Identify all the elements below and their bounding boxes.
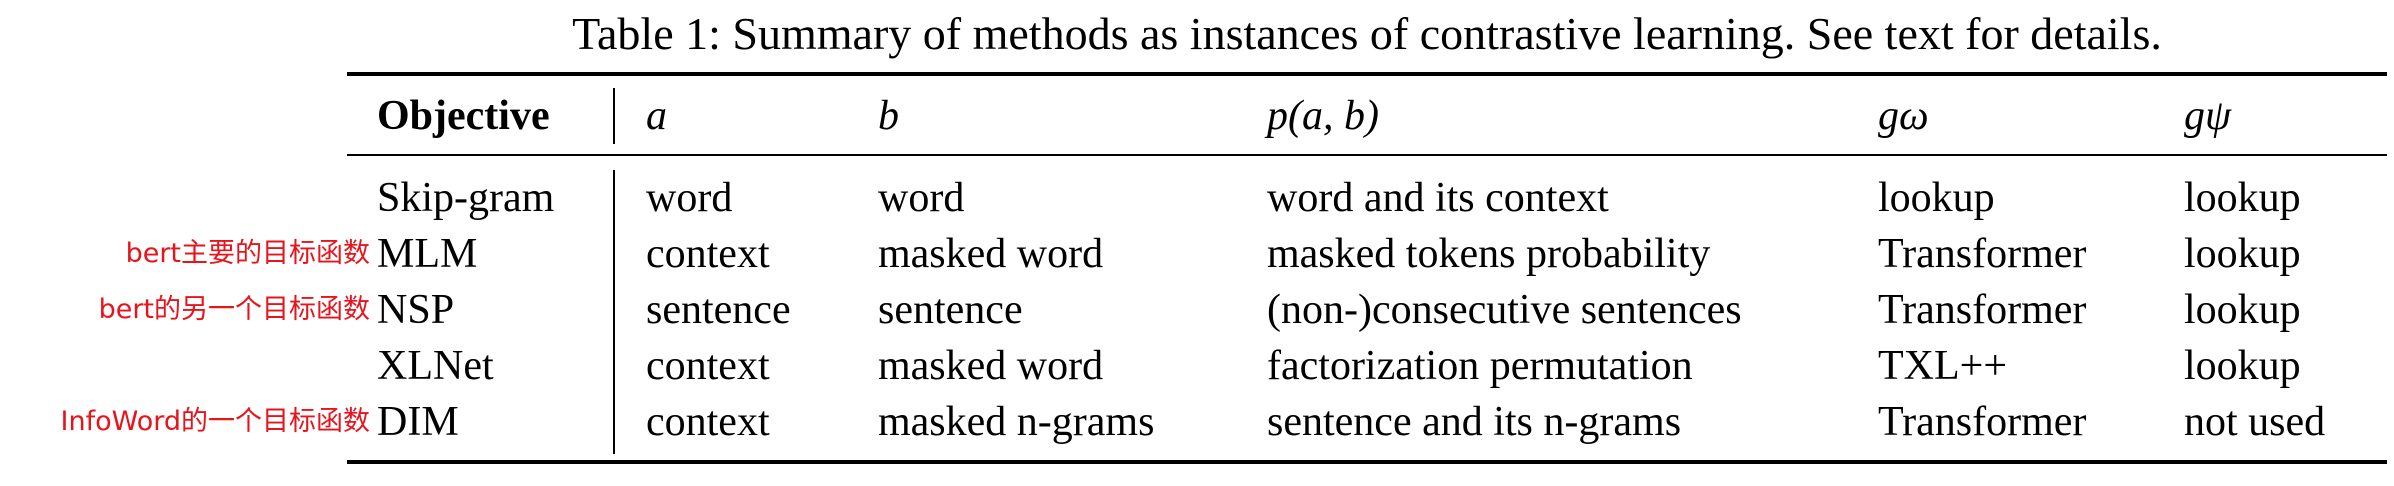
top-rule xyxy=(347,72,2387,76)
cell-g-omega: Transformer xyxy=(1878,231,2087,277)
cell-g-omega: Transformer xyxy=(1878,287,2087,333)
table-caption: Table 1: Summary of methods as instances… xyxy=(572,8,2162,59)
header-a: a xyxy=(646,93,667,139)
cell-g-psi: lookup xyxy=(2184,287,2301,333)
cell-p: factorization permutation xyxy=(1267,343,1693,389)
cell-b: sentence xyxy=(878,287,1023,333)
cell-g-omega: lookup xyxy=(1878,175,1995,221)
cell-objective: DIM xyxy=(377,399,459,445)
row-annotation: bert的另一个目标函数 xyxy=(98,294,370,325)
cell-g-psi: not used xyxy=(2184,399,2326,445)
row-annotation: bert主要的目标函数 xyxy=(125,238,370,269)
cell-g-omega: TXL++ xyxy=(1878,343,2008,389)
cell-g-psi: lookup xyxy=(2184,175,2301,221)
table-row: XLNet context masked word factorization … xyxy=(0,338,2394,394)
cell-a: context xyxy=(646,231,770,277)
cell-p: masked tokens probability xyxy=(1267,231,1711,277)
cell-b: masked word xyxy=(878,343,1104,389)
cell-objective: NSP xyxy=(377,287,455,333)
bottom-rule xyxy=(347,460,2387,464)
cell-a: context xyxy=(646,399,770,445)
table-row: bert主要的目标函数 MLM context masked word mask… xyxy=(0,226,2394,282)
header-g-psi: gψ xyxy=(2184,93,2232,139)
cell-g-omega: Transformer xyxy=(1878,399,2087,445)
cell-p: sentence and its n-grams xyxy=(1267,399,1682,445)
table-header-row: Objective a b p(a, b) gω gψ xyxy=(0,88,2394,144)
cell-g-psi: lookup xyxy=(2184,231,2301,277)
table-row: bert的另一个目标函数 NSP sentence sentence (non-… xyxy=(0,282,2394,338)
cell-g-psi: lookup xyxy=(2184,343,2301,389)
header-rule xyxy=(347,154,2387,156)
cell-b: word xyxy=(878,175,965,221)
header-g-omega: gω xyxy=(1878,93,1929,139)
header-objective: Objective xyxy=(377,93,550,139)
cell-p: word and its context xyxy=(1267,175,1609,221)
row-annotation: InfoWord的一个目标函数 xyxy=(60,406,371,437)
header-column-divider xyxy=(613,88,615,144)
cell-a: sentence xyxy=(646,287,791,333)
header-p: p(a, b) xyxy=(1267,93,1379,139)
table-row: Skip-gram word word word and its context… xyxy=(0,170,2394,226)
cell-b: masked word xyxy=(878,231,1104,277)
cell-a: context xyxy=(646,343,770,389)
cell-b: masked n-grams xyxy=(878,399,1155,445)
cell-p: (non-)consecutive sentences xyxy=(1267,287,1742,333)
cell-objective: MLM xyxy=(377,231,478,277)
header-b: b xyxy=(878,93,899,139)
body-column-divider xyxy=(613,170,615,454)
cell-a: word xyxy=(646,175,733,221)
cell-objective: XLNet xyxy=(377,343,494,389)
cell-objective: Skip-gram xyxy=(377,175,555,221)
table-row: InfoWord的一个目标函数 DIM context masked n-gra… xyxy=(0,394,2394,450)
